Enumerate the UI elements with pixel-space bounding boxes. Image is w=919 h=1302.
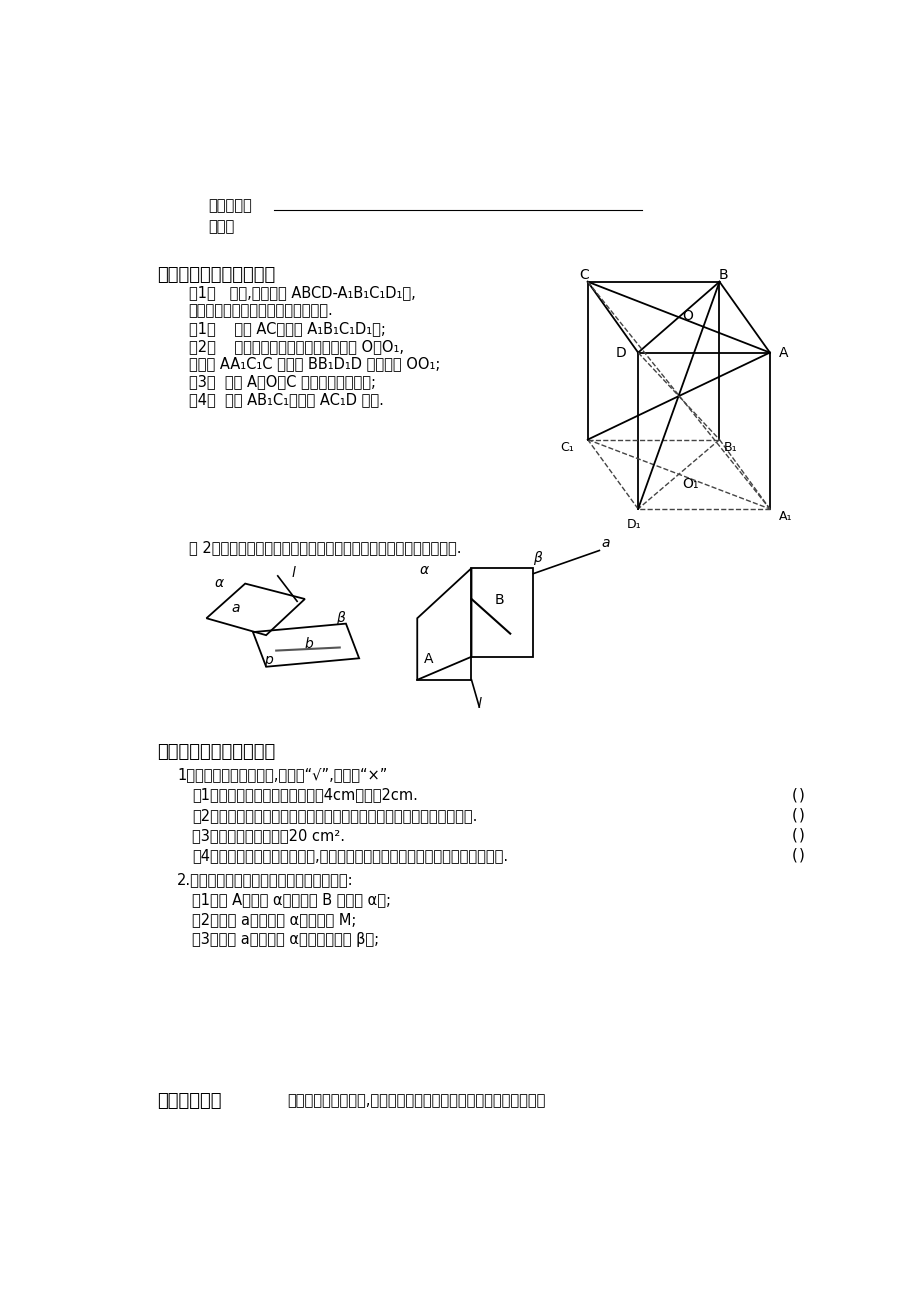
Text: 1．判断下列命题的真假,真的打“√”,假的打“×”: 1．判断下列命题的真假,真的打“√”,假的打“×”	[176, 768, 387, 783]
Text: (: (	[790, 807, 797, 823]
Text: 三、知识迁移，拓展训练: 三、知识迁移，拓展训练	[157, 266, 276, 284]
Text: l: l	[477, 698, 481, 711]
Text: β: β	[335, 611, 345, 625]
Text: （2）    设正方体上、下底面中心分别为 O、O₁,: （2） 设正方体上、下底面中心分别为 O、O₁,	[188, 339, 403, 354]
Text: 四、自学检测，深化提升: 四、自学检测，深化提升	[157, 743, 276, 760]
Text: A: A	[778, 345, 788, 359]
Text: a: a	[601, 536, 609, 551]
Text: α: α	[419, 564, 428, 577]
Text: B₁: B₁	[722, 441, 736, 454]
Text: C₁: C₁	[560, 441, 573, 454]
Text: 五、学习札记: 五、学习札记	[157, 1092, 221, 1109]
Text: O: O	[681, 310, 692, 323]
Text: （2）直线 a经过平面 α外的一点 M;: （2）直线 a经过平面 α外的一点 M;	[192, 913, 357, 927]
Text: 判断下列命题是否准确，并说明理由.: 判断下列命题是否准确，并说明理由.	[188, 303, 333, 318]
Text: （请同学们回想一下,本节课我们学了哪些内容、数学思想方法？）: （请同学们回想一下,本节课我们学了哪些内容、数学思想方法？）	[287, 1094, 545, 1108]
Text: （1）可画一个平面，使它的长为4cm，宽为2cm.: （1）可画一个平面，使它的长为4cm，宽为2cm.	[192, 788, 418, 802]
Text: （3）  由点 A、O、C 能够确定一个平面;: （3） 由点 A、O、C 能够确定一个平面;	[188, 374, 375, 389]
Text: （1）点 A在平面 α内，但点 B 在平面 α外;: （1）点 A在平面 α内，但点 B 在平面 α外;	[192, 892, 391, 907]
Text: l: l	[291, 566, 295, 581]
Text: （3）直线 a既在平面 α内，又在平面 β内;: （3）直线 a既在平面 α内，又在平面 β内;	[192, 932, 380, 948]
Text: A₁: A₁	[778, 510, 792, 523]
Text: ): )	[799, 848, 804, 863]
Text: 2.用符号表示下列语句，并画出相对应图形:: 2.用符号表示下列语句，并画出相对应图形:	[176, 872, 353, 888]
Text: （2）一条直线把它所在的平面分成两部分，一个平面把空间分成两部分.: （2）一条直线把它所在的平面分成两部分，一个平面把空间分成两部分.	[192, 807, 477, 823]
Text: O₁: O₁	[681, 478, 698, 491]
Text: p: p	[264, 654, 272, 668]
Text: B: B	[494, 594, 504, 607]
Text: β: β	[533, 551, 542, 565]
Text: (: (	[790, 848, 797, 863]
Text: （3）一个平面的面积为20 cm².: （3）一个平面的面积为20 cm².	[192, 828, 346, 842]
Text: ): )	[799, 788, 804, 802]
Text: (: (	[790, 788, 797, 802]
Text: (: (	[790, 828, 797, 842]
Text: ): )	[799, 828, 804, 842]
Text: （1）    直线 AC在平面 A₁B₁C₁D₁内;: （1） 直线 AC在平面 A₁B₁C₁D₁内;	[188, 322, 385, 336]
Text: ): )	[799, 807, 804, 823]
Text: 例1：   如图,在正方体 ABCD-A₁B₁C₁D₁中,: 例1： 如图,在正方体 ABCD-A₁B₁C₁D₁中,	[188, 285, 414, 301]
Text: α: α	[214, 577, 223, 590]
Text: B: B	[718, 268, 728, 283]
Text: 作用：: 作用：	[208, 219, 234, 234]
Text: （4）  平面 AB₁C₁与平面 AC₁D 重合.: （4） 平面 AB₁C₁与平面 AC₁D 重合.	[188, 392, 383, 406]
Text: 符号语言：: 符号语言：	[208, 199, 252, 214]
Text: A: A	[423, 652, 433, 665]
Text: C: C	[578, 268, 588, 283]
Text: D₁: D₁	[626, 518, 641, 531]
Text: D: D	[615, 345, 626, 359]
Text: a: a	[231, 602, 240, 615]
Text: 则平面 AA₁C₁C 与平面 BB₁D₁D 的交线为 OO₁;: 则平面 AA₁C₁C 与平面 BB₁D₁D 的交线为 OO₁;	[188, 357, 439, 371]
Text: 例 2：如图，用符号表示下列图形中点、直线、平面之间的位置关系.: 例 2：如图，用符号表示下列图形中点、直线、平面之间的位置关系.	[188, 540, 460, 555]
Text: b: b	[304, 637, 313, 651]
Text: （4）经过面内任意两点的直线,若直线上各点都在这个面内，那么这个面是平面.: （4）经过面内任意两点的直线,若直线上各点都在这个面内，那么这个面是平面.	[192, 848, 508, 863]
